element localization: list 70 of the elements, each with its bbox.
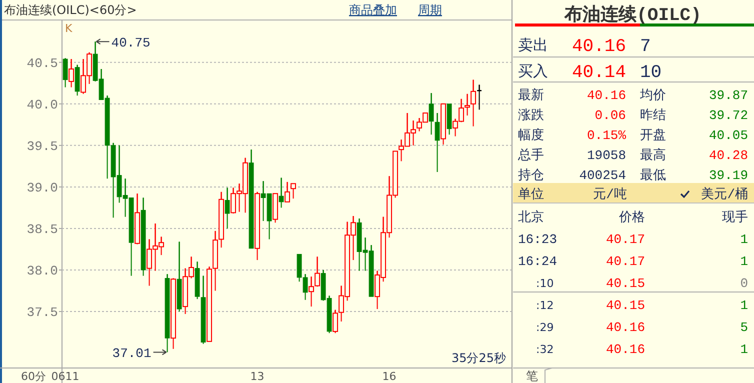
text: 40.14 [572, 63, 626, 83]
y-tick-label: 40.0 [26, 97, 58, 112]
text: 卖出 [518, 37, 548, 55]
text: :12 [536, 299, 554, 312]
chart-title: 布油连续(OILC)<60分> [4, 3, 137, 17]
text: 笔 [526, 369, 538, 383]
text: 40.15 [606, 298, 645, 313]
text: 持仓 [518, 168, 544, 183]
x-tick-label: 0611 [51, 370, 80, 383]
text: 40.16 [606, 320, 645, 335]
text: 1 [740, 298, 748, 313]
text: 1 [740, 232, 748, 247]
text: 40.15 [606, 276, 645, 291]
text: 40.05 [708, 128, 748, 143]
text: 均价 [639, 88, 666, 103]
x-axis-title: 60分 [21, 370, 46, 383]
text: 16:23 [518, 232, 558, 247]
text: 0 [740, 276, 748, 291]
text: 周期 [418, 3, 442, 17]
y-tick-label: 39.5 [26, 138, 58, 154]
text: 40.16 [572, 37, 626, 57]
text: 幅度 [518, 127, 544, 143]
annotation: 37.01 [112, 346, 152, 362]
text: 16:24 [518, 254, 558, 269]
text: 现手 [722, 210, 748, 225]
text: 1 [740, 254, 748, 269]
text: 总手 [517, 148, 544, 163]
text: 开盘 [640, 128, 666, 143]
text: 买入 [518, 63, 548, 81]
y-tick-label: 39.0 [26, 180, 58, 196]
text: :10 [536, 277, 554, 290]
text: 布油连续(OILC) [564, 4, 702, 26]
text: 单位 [518, 187, 544, 202]
y-tick-label: 40.5 [26, 56, 58, 71]
y-tick-label: 38.5 [26, 222, 58, 237]
text: 40.16 [606, 342, 645, 357]
text: 19058 [586, 148, 626, 163]
text: 39.87 [708, 88, 748, 103]
text: :32 [536, 343, 554, 356]
text: 价格 [618, 210, 645, 225]
text: 元/吨 [593, 187, 627, 202]
x-tick-label: 16 [382, 370, 396, 383]
text: 0.06 [594, 108, 626, 123]
y-tick-label: 38.0 [26, 263, 58, 278]
text: 北京 [518, 210, 544, 225]
text: :29 [536, 321, 554, 334]
text: 涨跌 [518, 108, 544, 123]
text: 昨结 [640, 108, 666, 123]
annotation: 35分25秒 [451, 351, 506, 365]
annotation: K [65, 22, 73, 35]
text: 39.72 [708, 108, 748, 123]
text: 商品叠加 [349, 3, 397, 17]
text: 最高 [640, 147, 666, 163]
text: 39.19 [708, 168, 748, 183]
text: 40.16 [586, 88, 626, 103]
text: 最新 [518, 88, 544, 103]
y-tick-label: 37.5 [26, 305, 58, 320]
annotation: 40.75 [111, 36, 150, 51]
text: 7 [640, 37, 651, 57]
text: 40.17 [606, 254, 645, 269]
text: 400254 [579, 168, 626, 183]
text: 10 [640, 63, 662, 83]
text: 1 [740, 342, 748, 357]
text: 0.15% [586, 128, 626, 143]
text: 5 [740, 320, 748, 335]
text: 40.17 [606, 232, 645, 247]
text: 40.28 [708, 148, 748, 163]
x-tick-label: 13 [250, 370, 264, 383]
text: 美元/桶 [701, 186, 748, 202]
text: 最低 [640, 168, 666, 183]
